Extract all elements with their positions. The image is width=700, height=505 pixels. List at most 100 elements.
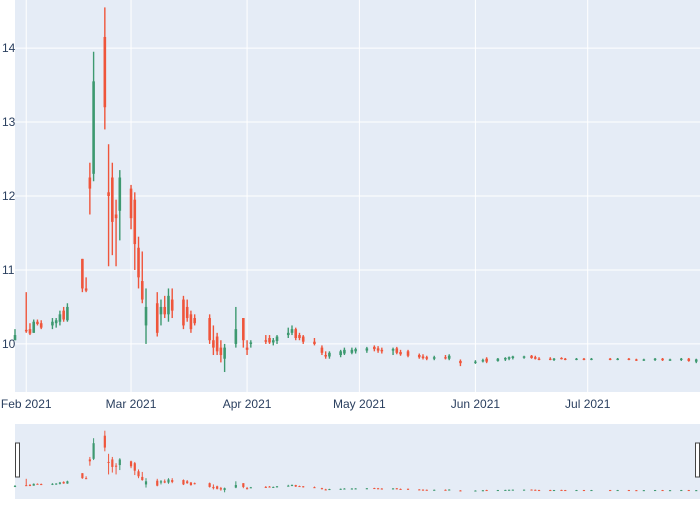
candle[interactable] (294, 327, 298, 341)
candle[interactable] (155, 292, 159, 337)
candle[interactable] (51, 318, 54, 330)
candle[interactable] (563, 357, 567, 361)
candle[interactable] (530, 355, 533, 359)
candle[interactable] (425, 355, 429, 361)
candle[interactable] (380, 347, 384, 354)
range-slider-right-handle[interactable] (695, 442, 700, 478)
candle[interactable] (234, 306, 238, 348)
candle[interactable] (133, 192, 137, 270)
candle[interactable] (13, 329, 17, 341)
candle[interactable] (114, 199, 118, 267)
candle[interactable] (215, 332, 219, 356)
candle[interactable] (328, 351, 331, 359)
range-slider-background[interactable] (15, 424, 700, 499)
candle[interactable] (212, 325, 215, 356)
candle[interactable] (107, 144, 110, 267)
candle[interactable] (290, 325, 294, 336)
candle[interactable] (219, 340, 223, 363)
candle[interactable] (118, 170, 122, 241)
candle[interactable] (320, 345, 324, 356)
candle[interactable] (167, 288, 170, 322)
candle[interactable] (286, 327, 290, 339)
candle[interactable] (58, 310, 62, 326)
candle[interactable] (687, 357, 691, 362)
candle[interactable] (298, 332, 301, 341)
range-slider-left-handle[interactable] (15, 442, 20, 478)
candle[interactable] (324, 351, 327, 359)
candle[interactable] (496, 357, 500, 362)
candle[interactable] (144, 288, 148, 344)
candle[interactable] (62, 306, 65, 322)
candle[interactable] (245, 340, 249, 356)
candle[interactable] (661, 357, 664, 361)
candle[interactable] (507, 356, 511, 361)
candle[interactable] (343, 347, 346, 356)
candle[interactable] (432, 355, 436, 361)
candle[interactable] (373, 345, 376, 352)
candle[interactable] (679, 357, 683, 361)
candle[interactable] (54, 318, 58, 328)
candle[interactable] (185, 299, 189, 322)
candle[interactable] (635, 358, 638, 361)
candle[interactable] (111, 162, 114, 256)
candle[interactable] (28, 323, 32, 336)
candle[interactable] (275, 335, 279, 344)
candle[interactable] (406, 349, 410, 358)
candle[interactable] (376, 346, 380, 353)
candle[interactable] (301, 335, 305, 344)
candle[interactable] (444, 355, 447, 360)
candle[interactable] (582, 357, 586, 361)
candle[interactable] (170, 288, 174, 319)
candle[interactable] (485, 357, 488, 364)
candle[interactable] (189, 310, 193, 333)
candle[interactable] (313, 338, 316, 346)
candle[interactable] (616, 357, 619, 361)
candle[interactable] (271, 338, 275, 346)
candle[interactable] (159, 299, 163, 326)
candle[interactable] (575, 357, 578, 361)
candle[interactable] (249, 340, 253, 348)
candle[interactable] (24, 292, 28, 333)
candle[interactable] (668, 358, 672, 361)
candle[interactable] (268, 335, 271, 344)
candle[interactable] (694, 358, 698, 364)
candle[interactable] (627, 357, 631, 361)
candle[interactable] (560, 357, 563, 360)
candle[interactable] (642, 358, 646, 361)
candle[interactable] (81, 258, 84, 293)
candle[interactable] (608, 357, 612, 361)
candle[interactable] (399, 349, 402, 356)
candle[interactable] (182, 295, 185, 330)
candle[interactable] (552, 357, 556, 361)
candle[interactable] (223, 343, 226, 373)
candle[interactable] (481, 358, 485, 363)
candle[interactable] (421, 354, 425, 360)
candle[interactable] (66, 303, 69, 322)
candle[interactable] (417, 353, 421, 359)
candle[interactable] (354, 347, 357, 354)
candle[interactable] (129, 184, 133, 230)
candle[interactable] (548, 357, 552, 361)
candle[interactable] (590, 357, 593, 361)
candle[interactable] (163, 295, 167, 319)
candle[interactable] (350, 347, 354, 355)
candle[interactable] (504, 357, 507, 361)
candle[interactable] (522, 355, 526, 359)
candle[interactable] (365, 346, 369, 353)
candle[interactable] (537, 357, 541, 361)
candle[interactable] (84, 277, 88, 293)
candle[interactable] (36, 319, 39, 326)
candle[interactable] (140, 251, 144, 304)
candle[interactable] (447, 354, 451, 361)
candle[interactable] (459, 359, 462, 367)
candle[interactable] (39, 320, 43, 330)
candle[interactable] (92, 51, 95, 182)
candle[interactable] (208, 314, 211, 344)
candle[interactable] (391, 347, 395, 356)
candle[interactable] (32, 319, 36, 333)
candle[interactable] (193, 314, 196, 326)
candle[interactable] (88, 162, 92, 215)
candle[interactable] (474, 360, 477, 364)
candle[interactable] (137, 236, 140, 289)
candle[interactable] (103, 7, 107, 130)
